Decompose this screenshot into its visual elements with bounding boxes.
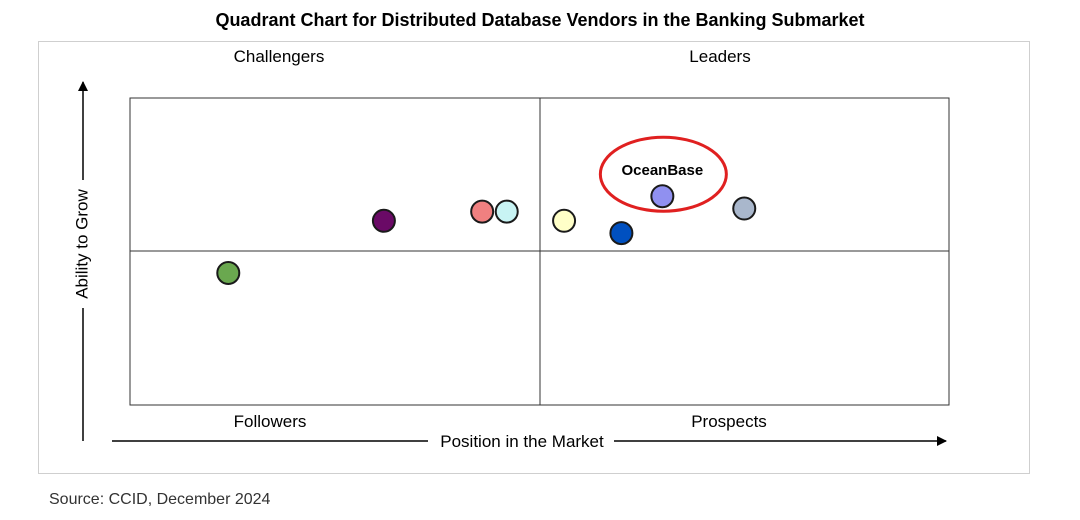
source-note: Source: CCID, December 2024 — [49, 491, 271, 508]
quadrant-label-prospects: Prospects — [691, 412, 767, 431]
data-point-1 — [650, 184, 675, 209]
x-axis-label: Position in the Market — [440, 432, 604, 451]
chart-frame — [38, 41, 1030, 474]
data-point-2 — [732, 196, 757, 221]
highlight-ellipse — [598, 135, 728, 213]
data-point-8 — [216, 260, 241, 285]
data-points — [216, 184, 757, 285]
annotations: OceanBase — [598, 135, 728, 213]
quadrant-label-challengers: Challengers — [234, 47, 325, 66]
data-point-6 — [470, 199, 495, 224]
chart-title: Quadrant Chart for Distributed Database … — [215, 10, 865, 30]
data-label-oceanbase: OceanBase — [621, 162, 703, 179]
quadrant-label-followers: Followers — [234, 412, 307, 431]
y-axis-label: Ability to Grow — [72, 188, 91, 298]
data-point-5 — [494, 199, 519, 224]
data-point-7 — [371, 208, 396, 233]
quadrant-label-leaders: Leaders — [689, 47, 750, 66]
data-point-3 — [609, 221, 634, 246]
data-point-4 — [552, 208, 577, 233]
